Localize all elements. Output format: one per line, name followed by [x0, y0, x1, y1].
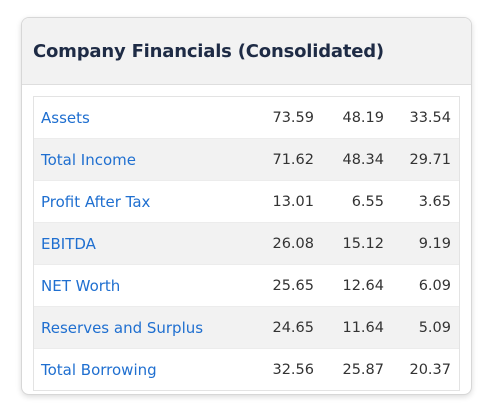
- row-label-link[interactable]: NET Worth: [34, 264, 250, 307]
- value-cell: 3.65: [384, 180, 459, 223]
- row-label-link[interactable]: Reserves and Surplus: [34, 306, 250, 349]
- table-row: Assets 73.59 48.19 33.54: [34, 97, 459, 139]
- table-row: Total Income 71.62 48.34 29.71: [34, 138, 459, 181]
- value-cell: 5.09: [384, 306, 459, 349]
- value-cell: 20.37: [384, 348, 459, 390]
- row-label-link[interactable]: Profit After Tax: [34, 180, 250, 223]
- table-row: Total Borrowing 32.56 25.87 20.37: [34, 348, 459, 390]
- value-cell: 6.55: [314, 180, 384, 223]
- financials-table: Assets 73.59 48.19 33.54 Total Income 71…: [34, 97, 459, 390]
- table-row: NET Worth 25.65 12.64 6.09: [34, 264, 459, 307]
- value-cell: 13.01: [250, 180, 314, 223]
- value-cell: 71.62: [250, 138, 314, 181]
- card-header: Company Financials (Consolidated): [22, 18, 471, 85]
- financials-table-container: Assets 73.59 48.19 33.54 Total Income 71…: [33, 96, 460, 391]
- value-cell: 33.54: [409, 109, 451, 126]
- value-cell: 48.34: [314, 138, 384, 181]
- value-cell: 73.59: [272, 109, 314, 126]
- row-label-link[interactable]: Total Borrowing: [34, 348, 250, 390]
- value-cell: 24.65: [250, 306, 314, 349]
- value-cell: 29.71: [384, 138, 459, 181]
- row-label-link[interactable]: EBITDA: [34, 222, 250, 265]
- value-cell: 32.56: [250, 348, 314, 390]
- value-cell: 9.19: [384, 222, 459, 265]
- value-cell: 15.12: [314, 222, 384, 265]
- value-cell: 26.08: [250, 222, 314, 265]
- value-cell: 6.09: [384, 264, 459, 307]
- table-row: Profit After Tax 13.01 6.55 3.65: [34, 180, 459, 223]
- row-label-link[interactable]: Total Income: [34, 138, 250, 181]
- value-cell: 11.64: [314, 306, 384, 349]
- table-row: EBITDA 26.08 15.12 9.19: [34, 222, 459, 265]
- value-cell: 48.19: [342, 109, 384, 126]
- value-cell: 25.87: [314, 348, 384, 390]
- table-row: Reserves and Surplus 24.65 11.64 5.09: [34, 306, 459, 349]
- financials-card: Company Financials (Consolidated) Assets…: [21, 17, 472, 395]
- row-label-link[interactable]: Assets: [41, 108, 90, 127]
- card-title: Company Financials (Consolidated): [33, 40, 384, 62]
- value-cell: 25.65: [250, 264, 314, 307]
- value-cell: 12.64: [314, 264, 384, 307]
